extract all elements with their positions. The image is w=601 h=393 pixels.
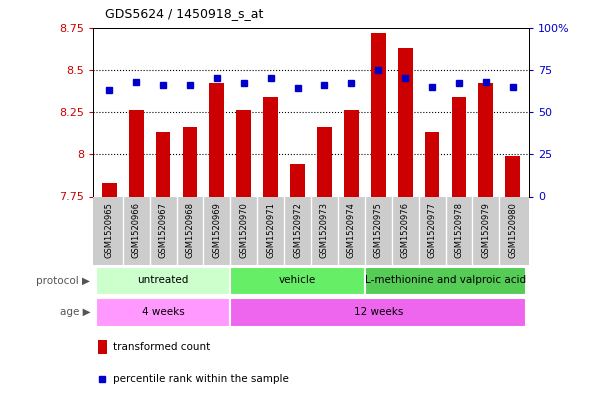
Bar	[183, 127, 197, 196]
Bar	[97, 340, 107, 354]
Bar	[102, 183, 117, 196]
Text: percentile rank within the sample: percentile rank within the sample	[113, 374, 288, 384]
Bar	[505, 156, 520, 196]
Bar	[263, 97, 278, 196]
Text: GDS5624 / 1450918_s_at: GDS5624 / 1450918_s_at	[105, 7, 264, 20]
Text: transformed count: transformed count	[113, 342, 210, 352]
Text: 4 weeks: 4 weeks	[142, 307, 185, 317]
Text: GSM1520979: GSM1520979	[481, 202, 490, 258]
Bar	[398, 48, 412, 196]
Text: untreated: untreated	[138, 275, 189, 285]
Bar	[425, 132, 439, 196]
Text: GSM1520969: GSM1520969	[212, 202, 221, 258]
Bar	[371, 33, 386, 196]
Bar	[230, 298, 526, 327]
Bar	[344, 110, 359, 196]
Text: GSM1520978: GSM1520978	[454, 202, 463, 258]
Text: GSM1520971: GSM1520971	[266, 202, 275, 258]
Bar	[236, 110, 251, 196]
Text: age ▶: age ▶	[59, 307, 90, 318]
Bar	[96, 267, 230, 295]
Text: GSM1520976: GSM1520976	[401, 202, 410, 258]
Bar	[317, 127, 332, 196]
Text: GSM1520977: GSM1520977	[427, 202, 436, 258]
Text: 12 weeks: 12 weeks	[353, 307, 403, 317]
Text: GSM1520980: GSM1520980	[508, 202, 517, 258]
Text: GSM1520970: GSM1520970	[239, 202, 248, 258]
Bar	[478, 83, 493, 196]
Text: GSM1520965: GSM1520965	[105, 202, 114, 258]
Text: GSM1520973: GSM1520973	[320, 202, 329, 258]
Text: protocol ▶: protocol ▶	[36, 276, 90, 286]
Text: GSM1520972: GSM1520972	[293, 202, 302, 258]
Text: GSM1520966: GSM1520966	[132, 202, 141, 258]
Text: GSM1520968: GSM1520968	[186, 202, 195, 258]
Bar	[210, 83, 224, 196]
Bar	[156, 132, 171, 196]
Text: L-methionine and valproic acid: L-methionine and valproic acid	[365, 275, 526, 285]
Text: GSM1520967: GSM1520967	[159, 202, 168, 258]
Bar	[230, 267, 365, 295]
Bar	[365, 267, 526, 295]
Text: GSM1520974: GSM1520974	[347, 202, 356, 258]
Text: GSM1520975: GSM1520975	[374, 202, 383, 258]
Bar	[451, 97, 466, 196]
Bar	[290, 164, 305, 196]
Text: vehicle: vehicle	[279, 275, 316, 285]
Bar	[129, 110, 144, 196]
Bar	[96, 298, 230, 327]
